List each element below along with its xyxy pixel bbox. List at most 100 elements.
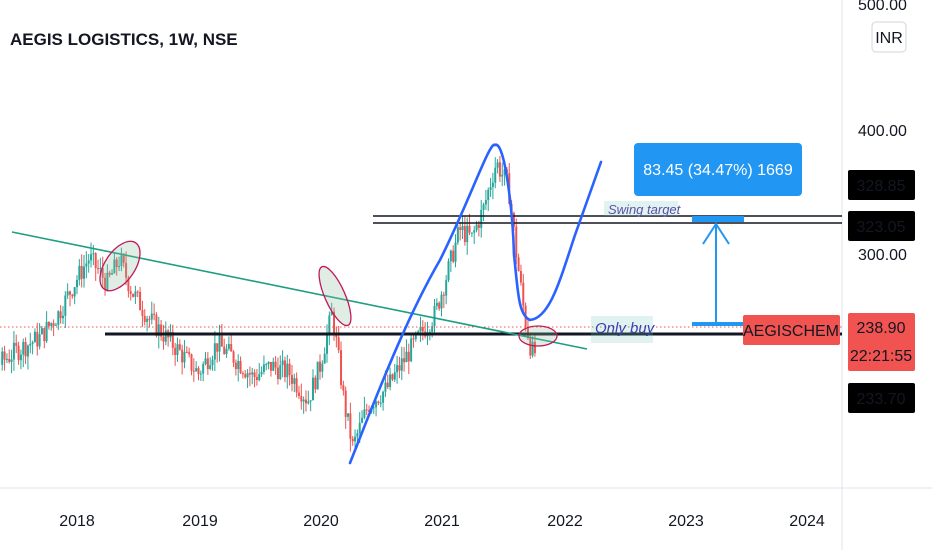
candle-body [386,382,389,388]
candle-body [120,255,123,267]
only-buy-note[interactable]: Only buy [595,320,656,337]
candle-body [319,361,321,372]
price-badge-lower-text: 323.05 [857,219,906,236]
symbol-label: AEGISCHEM [743,323,839,340]
candle-body [293,378,296,384]
candle-body [206,358,209,369]
candle-body [503,169,506,175]
candle-body [61,315,64,319]
candle-body [10,359,13,362]
candle-body [94,253,97,269]
candle-body [92,253,95,255]
candle-body [361,417,364,423]
candle-body [267,362,270,365]
candle-body [314,377,317,390]
x-tick-label: 2021 [424,513,460,530]
currency-button[interactable]: INR [871,21,907,53]
candle-body [351,438,354,442]
candle-body [428,331,431,333]
candle-body [220,335,223,347]
candle-body [473,230,476,233]
ellipse-highlight-2018[interactable] [92,234,148,297]
candle-body [164,330,167,342]
descending-trendline[interactable] [11,231,588,350]
candle-body [12,342,15,360]
candle-body [326,333,329,354]
candle-body [391,374,394,380]
candle-body [253,372,256,377]
candle-body [358,422,361,434]
countdown-text: 22:21:55 [850,348,912,365]
candle-body [33,331,36,343]
candle-body [449,250,452,262]
candle-body [531,341,534,356]
candle-body [445,280,448,296]
candle-body [328,315,331,334]
candle-body [262,364,265,372]
price-axis[interactable]: 500.00 400.00 300.00 [858,0,907,264]
candle-body [174,347,177,356]
candle-body [372,407,375,409]
measure-label-box[interactable] [634,143,802,196]
candlestick-series [1,156,536,452]
projection-path[interactable] [348,143,603,465]
candle-body [265,364,268,366]
candle-body [316,361,319,390]
candle-body [143,315,146,322]
candle-body [440,294,443,309]
candle-body [162,336,165,342]
candle-body [132,293,135,297]
ellipse-highlight-2021[interactable] [518,325,558,347]
candle-body [342,385,345,391]
candle-body [50,323,53,327]
price-tick-label: 400.00 [858,123,907,140]
chart-title: AEGIS LOGISTICS, 1W, NSE [10,30,238,49]
x-tick-label: 2024 [789,513,825,530]
candle-body [29,343,32,346]
candle-body [218,335,221,352]
candle-body [15,342,18,346]
candle-body [204,358,207,365]
candle-body [38,334,41,347]
candle-body [337,337,340,351]
candle-body [354,436,357,442]
candle-body [407,351,410,362]
candle-body [389,374,392,388]
swing-target-note[interactable]: Swing target [608,202,682,217]
candle-body [113,259,116,274]
price-badge-upper [848,170,915,200]
candle-body [279,365,282,380]
candle-body [498,162,501,177]
candle-body [157,324,160,336]
candle-body [344,390,347,417]
candle-body [160,324,163,337]
candle-body [281,360,284,366]
candle-body [333,311,336,335]
candle-body [216,343,219,352]
candle-body [178,344,181,350]
candle-body [365,409,368,411]
candle-body [115,259,118,268]
candle-body [232,351,235,363]
candle-body [463,226,466,243]
ellipse-highlight-2020[interactable] [313,263,357,330]
candle-body [111,273,114,275]
candle-body [496,162,499,168]
measure-arrow-head [702,222,730,245]
candle-body [529,338,532,356]
candle-body [311,377,314,401]
candle-body [456,227,459,243]
candle-body [377,401,380,404]
candle-body [78,265,81,280]
candle-body [459,227,462,230]
candle-body [522,282,525,306]
x-tick-label: 2020 [303,513,339,530]
candle-body [517,257,520,272]
candle-body [24,341,27,357]
candle-body [139,291,142,311]
candle-body [195,368,198,372]
candle-body [199,373,202,375]
candle-body [76,279,78,288]
candle-body [368,410,371,412]
